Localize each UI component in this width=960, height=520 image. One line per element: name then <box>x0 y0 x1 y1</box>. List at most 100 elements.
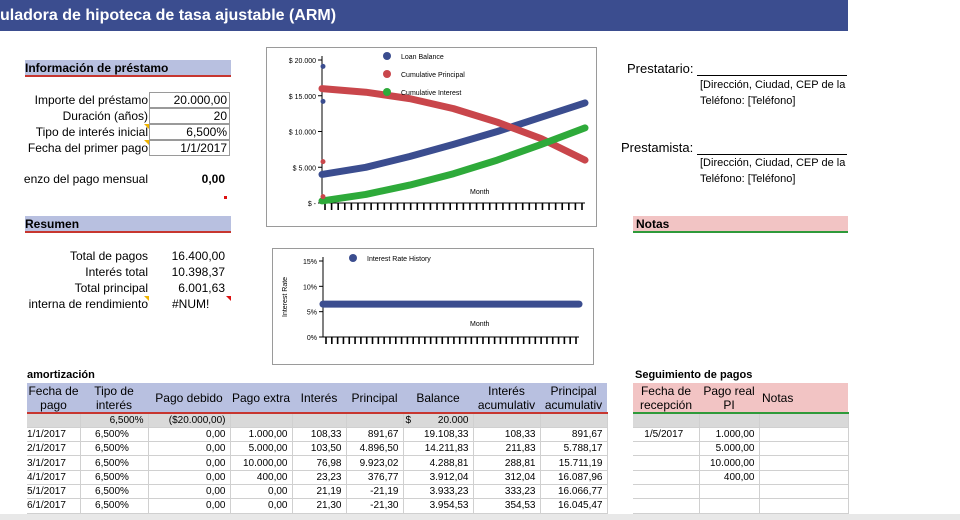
cell[interactable]: 23,23 <box>292 470 347 485</box>
borrower-address: [Dirección, Ciudad, CEP de la <box>700 79 846 91</box>
cell[interactable]: 0,00 <box>148 470 231 485</box>
cell[interactable]: 19.108,33 <box>403 427 474 443</box>
cell[interactable]: 6,500% <box>80 413 149 428</box>
cell[interactable] <box>633 498 700 514</box>
cell[interactable]: 376,77 <box>346 470 404 485</box>
cell[interactable]: 21,30 <box>292 498 347 514</box>
cell[interactable]: ($20.000,00) <box>148 413 231 428</box>
cell[interactable]: 6,500% <box>80 470 149 485</box>
cell[interactable]: 3.933,23 <box>403 484 474 500</box>
first-payment-field[interactable]: 1/1/2017 <box>149 140 230 156</box>
cell[interactable]: 0,00 <box>148 484 231 500</box>
cell[interactable]: 891,67 <box>346 427 404 443</box>
cell[interactable]: 6,500% <box>80 427 149 443</box>
borrower-name-field[interactable] <box>697 75 847 76</box>
cell[interactable]: 1/5/2017 <box>633 427 700 443</box>
series-line <box>318 124 589 205</box>
borrower-label: Prestatario: <box>627 61 694 76</box>
cell[interactable] <box>759 484 849 500</box>
cell[interactable]: 4.896,50 <box>346 441 404 457</box>
cell[interactable]: 1/1/2017 <box>27 427 81 443</box>
cell[interactable]: 891,67 <box>540 427 608 443</box>
horizontal-scrollbar[interactable] <box>0 514 960 520</box>
tracking-table: Fecha de recepción Pago real PI Notas 1/… <box>633 383 849 514</box>
cell[interactable]: 5/1/2017 <box>27 484 81 500</box>
borrower-phone: Teléfono: [Teléfono] <box>700 95 796 107</box>
cell[interactable]: 103,50 <box>292 441 347 457</box>
cell[interactable]: 76,98 <box>292 455 347 471</box>
cell[interactable]: 211,83 <box>473 441 541 457</box>
cell[interactable]: 6,500% <box>80 441 149 457</box>
cell[interactable]: 108,33 <box>473 427 541 443</box>
cell[interactable]: 9.923,02 <box>346 455 404 471</box>
cell[interactable]: 6,500% <box>80 455 149 471</box>
legend-label: Loan Balance <box>401 54 444 61</box>
interest-rate-chart[interactable]: 15% 10% 5% 0% Interest Rate History Month Inte… <box>272 248 594 365</box>
cell[interactable]: 5.000,00 <box>699 441 760 457</box>
cell[interactable]: 0,00 <box>230 498 293 514</box>
cell[interactable]: 15.711,19 <box>540 455 608 471</box>
cell[interactable]: 6,500% <box>80 484 149 500</box>
cell[interactable]: 1.000,00 <box>230 427 293 443</box>
cell[interactable] <box>759 455 849 471</box>
cell[interactable]: 400,00 <box>230 470 293 485</box>
cell[interactable]: 354,53 <box>473 498 541 514</box>
cell[interactable]: 3.954,53 <box>403 498 474 514</box>
loan-amount-field[interactable]: 20.000,00 <box>149 92 230 108</box>
cell[interactable] <box>633 441 700 457</box>
cell[interactable]: 0,00 <box>230 484 293 500</box>
cell[interactable]: 1.000,00 <box>699 427 760 443</box>
cell[interactable]: -21,19 <box>346 484 404 500</box>
cell[interactable] <box>699 498 760 514</box>
lender-name-field[interactable] <box>697 154 847 155</box>
cell[interactable] <box>633 455 700 471</box>
total-interest-label: Interés total <box>85 265 148 279</box>
balance-chart[interactable]: $ 20.000 $ 15.000 $ 10.000 $ 5.000 $ - Loan B… <box>266 47 597 227</box>
cell[interactable]: 0,00 <box>148 441 231 457</box>
cell[interactable]: 0,00 <box>148 427 231 443</box>
cell[interactable]: 333,23 <box>473 484 541 500</box>
cell[interactable]: 400,00 <box>699 470 760 485</box>
table-row <box>633 413 849 428</box>
cell[interactable]: 2/1/2017 <box>27 441 81 457</box>
cell[interactable] <box>759 441 849 457</box>
cell[interactable]: 16.087,96 <box>540 470 608 485</box>
cell[interactable] <box>759 427 849 443</box>
duration-field[interactable]: 20 <box>149 108 230 124</box>
cell[interactable] <box>759 498 849 514</box>
y-tick-label: $ 10.000 <box>289 130 316 137</box>
cell[interactable]: $20.000 <box>403 413 474 428</box>
cell[interactable] <box>633 470 700 485</box>
cell[interactable]: 3/1/2017 <box>27 455 81 471</box>
cell[interactable]: 108,33 <box>292 427 347 443</box>
table-row: 1/1/2017 6,500% 0,00 1.000,00 108,33 891,67 19… <box>27 427 608 443</box>
cell[interactable]: 0,00 <box>148 498 231 514</box>
cell[interactable]: 3.912,04 <box>403 470 474 485</box>
cell[interactable]: 6/1/2017 <box>27 498 81 514</box>
amortization-header: amortización <box>27 369 95 381</box>
cell[interactable]: 5.788,17 <box>540 441 608 457</box>
cell[interactable]: 0,00 <box>148 455 231 471</box>
table-row: 2/1/2017 6,500% 0,00 5.000,00 103,50 4.896,50… <box>27 441 608 457</box>
cell[interactable]: 4/1/2017 <box>27 470 81 485</box>
cell[interactable]: 16.066,77 <box>540 484 608 500</box>
cell[interactable]: 312,04 <box>473 470 541 485</box>
cell[interactable]: 10.000,00 <box>230 455 293 471</box>
cell[interactable]: 10.000,00 <box>699 455 760 471</box>
initial-rate-field[interactable]: 6,500% <box>149 124 230 140</box>
cell[interactable] <box>699 484 760 500</box>
monthly-payment-value: 0,00 <box>201 172 225 186</box>
cell[interactable]: 21,19 <box>292 484 347 500</box>
cell[interactable]: 4.288,81 <box>403 455 474 471</box>
cell[interactable] <box>759 470 849 485</box>
y-tick-label: $ 5.000 <box>293 165 316 172</box>
cell[interactable] <box>633 484 700 500</box>
cell[interactable]: 14.211,83 <box>403 441 474 457</box>
cell[interactable]: 288,81 <box>473 455 541 471</box>
cell[interactable]: 16.045,47 <box>540 498 608 514</box>
cell[interactable]: 5.000,00 <box>230 441 293 457</box>
cell[interactable]: 6,500% <box>80 498 149 514</box>
col-principal: Principal <box>346 383 403 414</box>
cell[interactable]: -21,30 <box>346 498 404 514</box>
legend-marker <box>383 70 391 78</box>
